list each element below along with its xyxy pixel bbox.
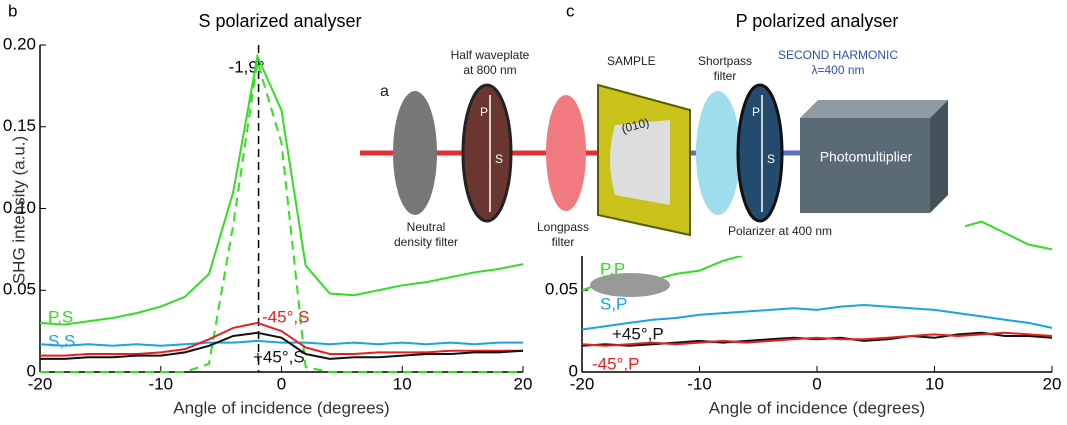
label: at 800 nm bbox=[463, 63, 516, 77]
charts: b S polarized analyser -20 -10 0 10 20 0 0.05 0.1… bbox=[3, 1, 1062, 417]
panel-label: b bbox=[8, 1, 17, 20]
label: filter bbox=[552, 235, 575, 249]
x-tick-label: -10 bbox=[687, 374, 712, 393]
series-line bbox=[40, 61, 523, 373]
label: density filter bbox=[394, 235, 458, 249]
shortpass-filter bbox=[696, 91, 740, 215]
series-line bbox=[40, 321, 523, 357]
series-label: P,S bbox=[48, 307, 73, 326]
label: Shortpass bbox=[698, 54, 752, 68]
series-label: +45°,P bbox=[612, 324, 664, 343]
series-line bbox=[39, 339, 523, 347]
series-label: +45°,S bbox=[253, 347, 305, 366]
label: Neutral bbox=[407, 220, 446, 234]
label: P bbox=[480, 105, 488, 119]
label: Polarizer at 400 nm bbox=[728, 224, 832, 238]
label: SAMPLE bbox=[607, 54, 656, 68]
x-axis-label: Angle of incidence (degrees) bbox=[709, 398, 925, 417]
series-line bbox=[40, 331, 524, 360]
x-tick-label: 10 bbox=[393, 374, 412, 393]
panel-label: c bbox=[566, 1, 575, 20]
detector-side bbox=[930, 100, 948, 213]
label: SECOND HARMONIC bbox=[778, 48, 898, 62]
series-line bbox=[581, 331, 1053, 347]
label: S bbox=[495, 152, 503, 166]
series-line bbox=[581, 303, 1053, 331]
label: Photomultiplier bbox=[820, 149, 913, 165]
label: Half waveplate bbox=[451, 48, 530, 62]
series-line bbox=[39, 53, 524, 326]
half-waveplate bbox=[461, 83, 513, 223]
x-tick-label: 10 bbox=[925, 374, 944, 393]
x-tick-label: -10 bbox=[148, 374, 173, 393]
rotation-stage bbox=[590, 273, 670, 297]
label: Longpass bbox=[537, 220, 589, 234]
x-tick-label: -20 bbox=[570, 374, 595, 393]
series-label: -45°,S bbox=[262, 307, 309, 326]
chart-title: S polarized analyser bbox=[198, 11, 361, 31]
x-tick-label: 0 bbox=[277, 374, 286, 393]
x-tick-label: 20 bbox=[1043, 374, 1062, 393]
neutral-filter bbox=[393, 91, 437, 215]
setup-diagram: a Half waveplate at 800 nm SAMPLE (010) … bbox=[360, 46, 965, 297]
x-tick-label: 0 bbox=[812, 374, 821, 393]
y-tick-label: 0 bbox=[27, 361, 36, 380]
x-tick-label: -20 bbox=[28, 374, 53, 393]
longpass-filter bbox=[546, 95, 586, 211]
series-label: S,S bbox=[48, 331, 75, 350]
y-tick-label: 0 bbox=[569, 361, 578, 380]
y-tick-label: 0.05 bbox=[545, 280, 578, 299]
y-axis-label: SHG intensity (a.u.) bbox=[9, 136, 28, 284]
label: P bbox=[752, 105, 760, 119]
detector-top bbox=[800, 100, 948, 118]
x-axis-label: Angle of incidence (degrees) bbox=[173, 398, 389, 417]
series-label: S,P bbox=[600, 294, 627, 313]
label: λ=400 nm bbox=[811, 63, 864, 77]
crystal bbox=[610, 120, 670, 205]
panel-label: a bbox=[380, 83, 389, 100]
y-tick-label: 0.05 bbox=[3, 280, 36, 299]
label: S bbox=[767, 152, 775, 166]
y-tick-label: 0.15 bbox=[3, 116, 36, 135]
y-tick-label: 0.10 bbox=[3, 198, 36, 217]
polarizer bbox=[736, 83, 784, 223]
series-label: -45°,P bbox=[592, 354, 639, 373]
y-tick-label: 0.20 bbox=[3, 34, 36, 53]
x-tick-label: 20 bbox=[514, 374, 533, 393]
label: filter bbox=[714, 69, 737, 83]
chart-title: P polarized analyser bbox=[736, 11, 899, 31]
detector bbox=[800, 118, 930, 213]
